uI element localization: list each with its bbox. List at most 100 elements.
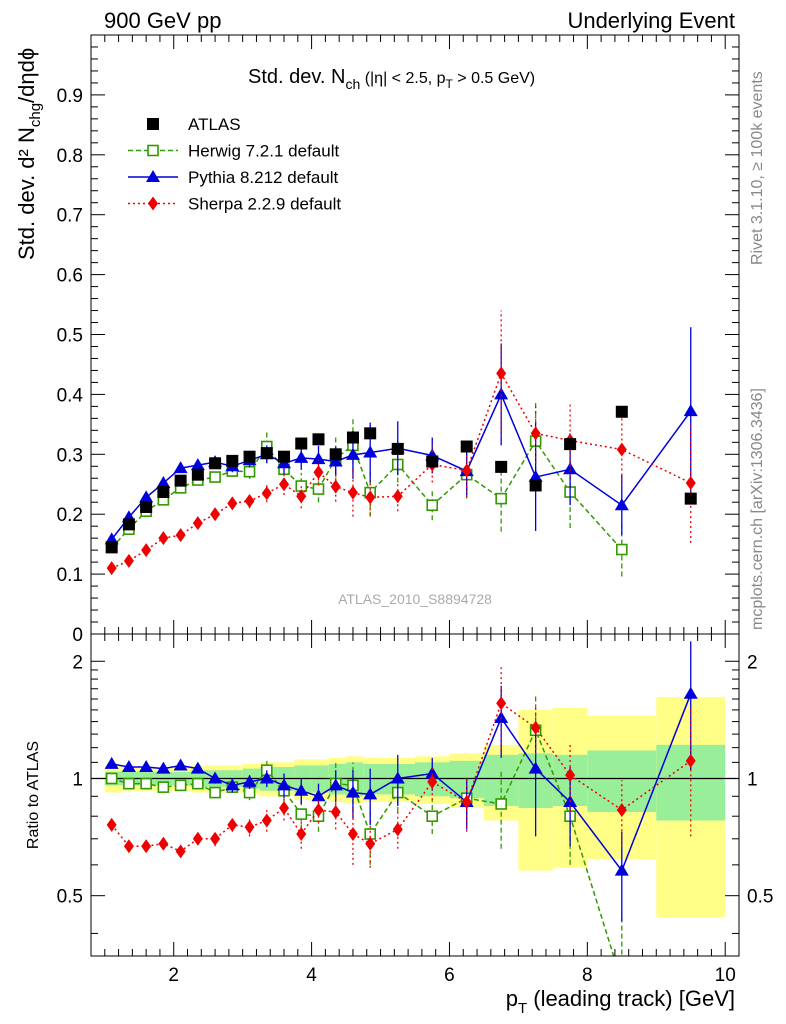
data-point — [140, 501, 153, 514]
main-ylabel: Std. dev. d² Nchg/dηdϕ — [14, 48, 44, 260]
ratio-point — [175, 844, 186, 859]
ratio-point — [392, 822, 403, 837]
data-point — [313, 465, 324, 480]
ratio-point — [425, 766, 440, 779]
legend-item-pythia-8-212-default: Pythia 8.212 default — [128, 168, 339, 187]
ratio-point — [363, 787, 378, 800]
ratio-point — [330, 805, 341, 820]
ratio-point — [192, 831, 203, 846]
legend-label: Pythia 8.212 default — [188, 168, 339, 187]
main-axes: 0 0.1 0.2 0.3 0.4 0.5 0.6 0.7 0.8 0.9 — [57, 35, 739, 646]
ratio-point — [565, 768, 576, 783]
data-point — [122, 518, 135, 531]
ratio-point — [225, 778, 240, 791]
ratio-point — [347, 827, 358, 842]
ratio-point — [139, 760, 154, 773]
ratio-point — [105, 772, 118, 785]
ratio-point — [683, 686, 698, 699]
main-title-end: > 0.5 GeV) — [453, 70, 535, 87]
ratio-point — [227, 817, 238, 832]
ratio-point — [295, 808, 308, 820]
legend-marker — [146, 170, 160, 182]
data-point — [684, 492, 697, 505]
ratio-point — [209, 786, 221, 799]
ratio-point — [494, 710, 509, 723]
data-point — [190, 458, 205, 471]
data-point — [260, 447, 273, 460]
data-point — [330, 479, 341, 494]
ratio-point — [614, 863, 629, 876]
ratio-point — [123, 839, 134, 854]
inner-band — [363, 763, 381, 795]
ratio-ylabel: Ratio to ATLAS — [25, 741, 42, 849]
legend-label: Sherpa 2.2.9 default — [188, 195, 341, 214]
header-right: Underlying Event — [567, 8, 735, 33]
ratio-point — [190, 761, 205, 774]
legend-item-atlas: ATLAS — [147, 115, 241, 134]
data-point — [495, 460, 508, 473]
data-point — [616, 543, 628, 556]
watermark: ATLAS_2010_S8894728 — [338, 591, 492, 607]
xtick-label: 8 — [582, 965, 593, 986]
main-ytick-label: 0.6 — [57, 266, 83, 287]
data-point — [243, 450, 256, 463]
ratio-point — [313, 802, 324, 817]
data-point — [391, 442, 404, 455]
main-title: Std. dev. Nch (|η| < 2.5, pT > 0.5 GeV) — [248, 66, 535, 92]
data-point — [243, 465, 256, 478]
data-point — [279, 477, 290, 492]
ratio-point — [123, 777, 135, 790]
main-ytick-label: 0.7 — [57, 206, 83, 227]
ratio-series-line — [111, 702, 692, 853]
data-point — [209, 471, 221, 483]
main-title-sub2: T — [446, 77, 454, 91]
data-point — [392, 489, 403, 504]
main-title-text: Std. dev. N — [248, 66, 345, 88]
ratio-point — [495, 798, 507, 810]
main-ylabel-sub: chg — [27, 103, 44, 127]
legend-marker — [147, 144, 159, 157]
ratio-point — [140, 777, 152, 790]
ratio-point — [208, 771, 223, 784]
ratio-ytick-label: 1 — [72, 769, 83, 790]
data-point — [210, 507, 221, 522]
inner-band — [587, 750, 657, 813]
data-point — [139, 490, 154, 503]
ratio-ytick-label-right: 2 — [747, 652, 758, 673]
mcplots-label: mcplots.cern.ch [arXiv:1306.3436] — [749, 388, 766, 630]
data-point — [174, 474, 187, 487]
data-point — [494, 387, 509, 400]
series-atlas — [105, 405, 697, 554]
ratio-point — [106, 817, 117, 832]
main-ytick-label: 0.2 — [57, 505, 83, 526]
ratio-point — [294, 783, 309, 796]
ratio-uncertainty-bands — [91, 696, 739, 918]
data-point — [615, 405, 628, 418]
ratio-point — [427, 774, 438, 789]
ratio-point — [279, 800, 290, 815]
data-point — [295, 437, 308, 450]
ratio-point — [174, 779, 187, 792]
xtick-label: 10 — [715, 965, 736, 986]
series-pythia-8-212-default — [104, 327, 698, 545]
main-ytick-label: 0 — [72, 625, 83, 646]
data-point — [106, 561, 117, 576]
legend-label: ATLAS — [188, 115, 241, 134]
data-point — [141, 543, 152, 558]
data-point — [173, 461, 188, 474]
xlabel: pT (leading track) [GeV] — [506, 986, 735, 1017]
data-point — [529, 479, 542, 492]
ratio-point — [390, 771, 405, 784]
legend: ATLAS Herwig 7.2.1 default Pythia 8.212 de… — [128, 115, 341, 214]
ratio-ytick-label-right: 0.5 — [747, 887, 773, 908]
data-point — [347, 485, 358, 500]
data-point — [685, 476, 696, 491]
data-point — [496, 366, 507, 381]
main-plot-area — [104, 310, 698, 577]
ratio-axes: 0.5 0.5 1 1 2 2 2 4 6 8 10 — [57, 634, 773, 986]
main-ylabel-text: Std. dev. d² N — [14, 127, 39, 260]
data-point — [528, 470, 543, 483]
xtick-label: 4 — [306, 965, 317, 986]
data-point — [345, 447, 360, 460]
data-point — [530, 426, 541, 441]
